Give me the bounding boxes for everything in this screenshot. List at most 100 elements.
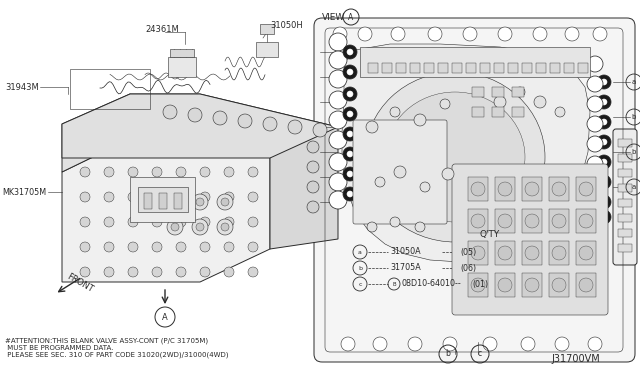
Bar [549, 209, 569, 233]
Circle shape [471, 246, 485, 260]
Circle shape [597, 115, 611, 129]
Circle shape [329, 91, 347, 109]
Circle shape [329, 111, 347, 129]
Circle shape [192, 219, 208, 235]
Circle shape [152, 167, 162, 177]
Bar [576, 177, 596, 201]
Circle shape [176, 242, 186, 252]
Bar [512, 87, 524, 97]
Circle shape [128, 167, 138, 177]
Polygon shape [342, 44, 590, 262]
Circle shape [579, 182, 593, 196]
Text: (06): (06) [460, 263, 476, 273]
Bar [618, 169, 632, 177]
Circle shape [80, 267, 90, 277]
Circle shape [552, 278, 566, 292]
Circle shape [221, 198, 229, 206]
Circle shape [188, 108, 202, 122]
Bar [618, 214, 632, 222]
Circle shape [329, 70, 347, 88]
Circle shape [329, 173, 347, 191]
Circle shape [200, 167, 210, 177]
Circle shape [587, 96, 603, 112]
Circle shape [588, 337, 602, 351]
Circle shape [128, 242, 138, 252]
Bar [618, 139, 632, 147]
Circle shape [167, 219, 183, 235]
Circle shape [552, 182, 566, 196]
Bar [492, 87, 504, 97]
Circle shape [347, 191, 353, 197]
Circle shape [224, 267, 234, 277]
Circle shape [224, 167, 234, 177]
Circle shape [196, 223, 204, 231]
Circle shape [313, 123, 327, 137]
Circle shape [224, 242, 234, 252]
Circle shape [200, 267, 210, 277]
Bar [468, 209, 488, 233]
Circle shape [224, 192, 234, 202]
Circle shape [217, 219, 233, 235]
Bar [138, 187, 188, 212]
Circle shape [587, 76, 603, 92]
Bar [468, 273, 488, 297]
Circle shape [408, 337, 422, 351]
FancyBboxPatch shape [314, 18, 635, 362]
Bar [168, 57, 196, 77]
Bar [70, 69, 150, 109]
Circle shape [597, 175, 611, 189]
Circle shape [587, 136, 603, 152]
Bar [508, 63, 518, 73]
Circle shape [343, 127, 357, 141]
Bar [549, 241, 569, 265]
Circle shape [104, 167, 114, 177]
Circle shape [307, 141, 319, 153]
Text: 24361M: 24361M [145, 25, 179, 33]
FancyBboxPatch shape [613, 129, 637, 265]
Circle shape [601, 79, 607, 85]
Bar [576, 273, 596, 297]
FancyBboxPatch shape [452, 164, 608, 315]
Circle shape [443, 337, 457, 351]
Text: MK31705M: MK31705M [2, 187, 46, 196]
Bar [536, 63, 546, 73]
Bar [410, 63, 420, 73]
Circle shape [196, 198, 204, 206]
Circle shape [307, 201, 319, 213]
Text: c: c [478, 350, 482, 359]
Circle shape [347, 69, 353, 75]
Circle shape [104, 217, 114, 227]
Circle shape [521, 337, 535, 351]
Circle shape [329, 191, 347, 209]
Bar [578, 63, 588, 73]
Bar [618, 154, 632, 162]
Circle shape [579, 214, 593, 228]
Circle shape [601, 159, 607, 165]
FancyBboxPatch shape [353, 120, 447, 224]
Bar [480, 63, 490, 73]
Circle shape [587, 196, 603, 212]
Circle shape [307, 181, 319, 193]
Bar [256, 42, 278, 57]
Text: B: B [392, 282, 396, 286]
Circle shape [498, 246, 512, 260]
Circle shape [167, 194, 183, 210]
Circle shape [347, 131, 353, 137]
Circle shape [347, 91, 353, 97]
Circle shape [171, 223, 179, 231]
Circle shape [366, 121, 378, 133]
Text: Q'TY: Q'TY [480, 230, 500, 238]
Bar [424, 63, 434, 73]
Circle shape [248, 167, 258, 177]
Bar [495, 273, 515, 297]
Text: A: A [348, 13, 354, 22]
Circle shape [471, 182, 485, 196]
Circle shape [248, 217, 258, 227]
Bar [576, 209, 596, 233]
Circle shape [367, 222, 377, 232]
Polygon shape [62, 139, 270, 282]
Circle shape [80, 192, 90, 202]
Circle shape [104, 267, 114, 277]
Circle shape [525, 182, 539, 196]
Circle shape [343, 45, 357, 59]
